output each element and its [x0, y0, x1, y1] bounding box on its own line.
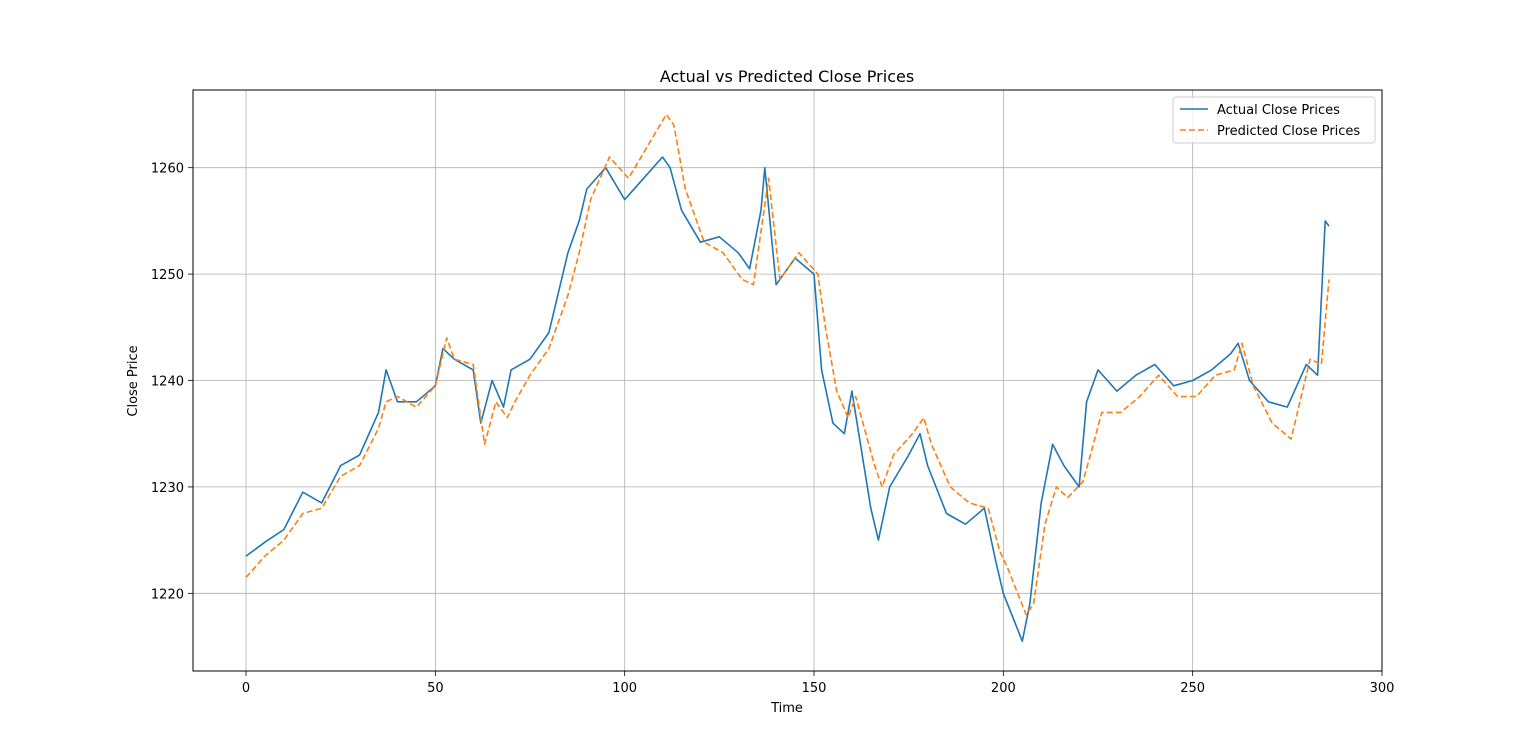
y-tick-label: 1240: [151, 375, 184, 390]
legend: Actual Close Prices Predicted Close Price…: [1172, 96, 1376, 144]
y-tick-label: 1230: [151, 481, 184, 496]
x-axis-label: Time: [770, 701, 803, 716]
legend-box: [1172, 96, 1376, 144]
y-axis-label: Close Price: [126, 345, 141, 416]
x-tick-label: 100: [612, 681, 637, 696]
x-tick-label: 50: [427, 681, 444, 696]
chart-title: Actual vs Predicted Close Prices: [660, 67, 914, 86]
series-line-actual: [245, 156, 1330, 642]
series-layer: [245, 113, 1330, 642]
x-tick-label: 200: [991, 681, 1016, 696]
grid-lines: [193, 90, 1383, 671]
y-tick-label: 1250: [151, 268, 184, 283]
x-tick-label: 150: [802, 681, 827, 696]
x-tick-label: 250: [1180, 681, 1205, 696]
x-tick-label: 300: [1370, 681, 1395, 696]
series-line-predicted: [245, 113, 1330, 616]
y-axis-ticks: 1220 1230 1240 1250 1260: [151, 162, 193, 602]
legend-label: Predicted Close Prices: [1217, 124, 1360, 139]
x-axis-ticks: 0 50 100 150 200 250 300: [242, 671, 1395, 696]
y-tick-label: 1260: [151, 162, 184, 177]
legend-label: Actual Close Prices: [1217, 103, 1340, 118]
x-tick-label: 0: [242, 681, 250, 696]
y-tick-label: 1220: [151, 587, 184, 602]
